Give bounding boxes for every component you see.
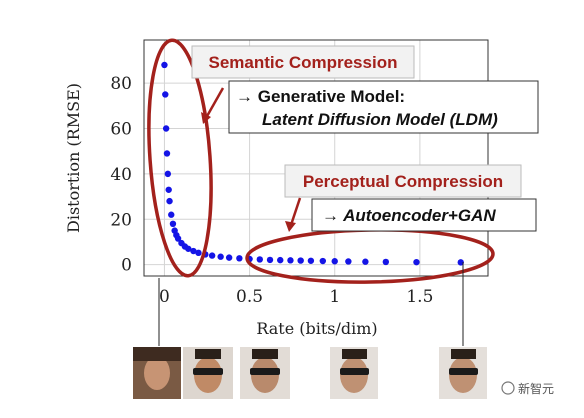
perceptual-arrow	[289, 197, 302, 226]
data-point	[236, 255, 243, 262]
thumbnail-5	[439, 347, 487, 399]
semantic-note-line1: → Generative Model:	[236, 87, 405, 106]
data-point	[382, 258, 390, 266]
perceptual-note-box	[311, 198, 537, 232]
data-point	[166, 197, 173, 205]
data-point	[331, 258, 338, 265]
perceptual-arrowhead	[285, 221, 296, 232]
semantic-title: Semantic Compression	[209, 53, 398, 72]
tick-labels: 0 0.5 1 1.5 0 20 40 60 80	[110, 74, 433, 307]
watermark-text: 新智元	[518, 381, 554, 396]
data-point	[319, 257, 327, 265]
data-point	[169, 220, 177, 228]
y-axis-label: Distortion (RMSE)	[64, 83, 83, 233]
plot-frame	[143, 39, 489, 277]
data-point	[413, 258, 420, 266]
y-tick-label: 80	[110, 74, 132, 94]
thumbnail-1	[133, 347, 181, 399]
watermark: 新智元	[501, 381, 554, 396]
semantic-arrowhead	[201, 112, 211, 124]
perceptual-title: Perceptual Compression	[303, 172, 503, 191]
data-point	[457, 259, 464, 266]
data-point	[217, 253, 224, 260]
y-tick-label: 20	[110, 210, 132, 230]
data-point	[185, 245, 192, 252]
data-point	[165, 186, 172, 193]
semantic-title-box	[191, 45, 415, 79]
thumbnail-strip	[133, 347, 487, 399]
data-point	[266, 256, 274, 264]
thumbnail-3	[240, 347, 290, 399]
data-point	[168, 211, 175, 218]
data-point	[174, 235, 182, 242]
data-point	[195, 249, 202, 257]
data-point	[256, 256, 264, 263]
perceptual-title-box	[284, 164, 522, 198]
data-point	[225, 254, 233, 261]
watermark-icon	[501, 381, 515, 395]
data-points	[161, 61, 464, 266]
data-point	[345, 258, 352, 265]
thumbnail-2	[183, 347, 233, 399]
data-point	[277, 256, 284, 264]
data-point	[362, 258, 369, 265]
data-point	[164, 170, 172, 178]
x-tick-label: 0.5	[236, 287, 263, 307]
x-axis-label: Rate (bits/dim)	[256, 319, 377, 338]
x-tick-label: 0	[159, 287, 170, 307]
data-point	[297, 257, 304, 264]
data-point	[190, 247, 197, 255]
data-point	[162, 91, 169, 98]
semantic-note-box	[228, 80, 539, 134]
data-point	[161, 61, 168, 69]
y-tick-label: 60	[110, 120, 132, 140]
data-point	[307, 257, 315, 264]
thumbnail-4	[330, 347, 378, 399]
y-tick-label: 40	[110, 165, 132, 185]
data-point	[163, 150, 171, 157]
data-point	[162, 125, 170, 132]
data-point	[208, 252, 216, 259]
semantic-ellipse	[147, 38, 213, 278]
perceptual-note-line1: → Autoencoder+GAN	[322, 206, 496, 225]
y-tick-label: 0	[121, 256, 132, 276]
data-point	[287, 257, 294, 264]
semantic-arrow	[204, 87, 225, 119]
x-tick-label: 1.5	[406, 287, 433, 307]
x-tick-label: 1	[329, 287, 340, 307]
semantic-note-line2: Latent Diffusion Model (LDM)	[262, 110, 498, 129]
